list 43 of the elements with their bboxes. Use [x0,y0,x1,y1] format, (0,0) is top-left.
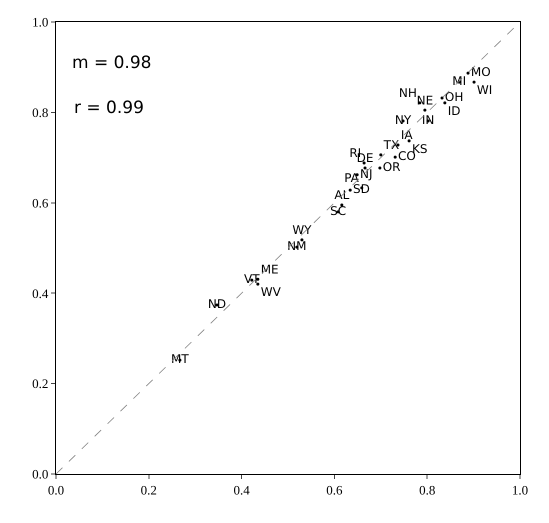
data-label: WY [292,222,312,237]
data-label: NM [287,239,306,254]
y-tick-label: 0.2 [32,376,48,392]
data-label: SC [330,204,346,218]
data-label: WV [260,285,282,300]
data-label: NJ [360,166,373,181]
data-label: MO [470,65,491,80]
point [394,156,397,159]
data-label: NH [398,86,417,100]
annotation: r = 0.99 [74,98,144,118]
x-tick-label: 0.2 [140,482,157,498]
data-label: OH [444,90,464,104]
data-label: IA [400,128,414,142]
data-label: NY [394,112,412,127]
point [379,153,382,156]
point [378,166,382,170]
data-label: VT [244,272,260,286]
data-label: ME [260,262,279,276]
x-tick-label: 0.8 [419,482,436,498]
x-tick-label: 0.4 [233,482,250,498]
x-tick-label: 0.0 [48,482,64,498]
point [408,139,411,142]
point [466,72,470,75]
y-tick-label: 0.8 [32,104,48,120]
data-label: WI [476,82,492,97]
point [443,101,446,104]
data-label: IN [422,112,434,127]
y-tick-label: 1.0 [32,14,48,30]
data-label: TX [382,138,400,152]
data-label: AL [334,188,350,202]
y-tick-label: 0.4 [32,286,49,301]
x-tick-label: 0.6 [326,482,344,498]
annotation: m = 0.98 [72,53,152,73]
data-label: OR [382,160,401,174]
point [423,108,426,112]
y-tick-label: 0.0 [32,466,48,482]
data-label: ID [448,104,460,118]
x-tick-label: 1.0 [512,482,528,498]
point [440,96,444,100]
point [472,80,476,84]
y-tick-label: 0.6 [32,195,49,210]
data-label: ND [208,296,226,311]
data-label: NE [416,93,434,108]
